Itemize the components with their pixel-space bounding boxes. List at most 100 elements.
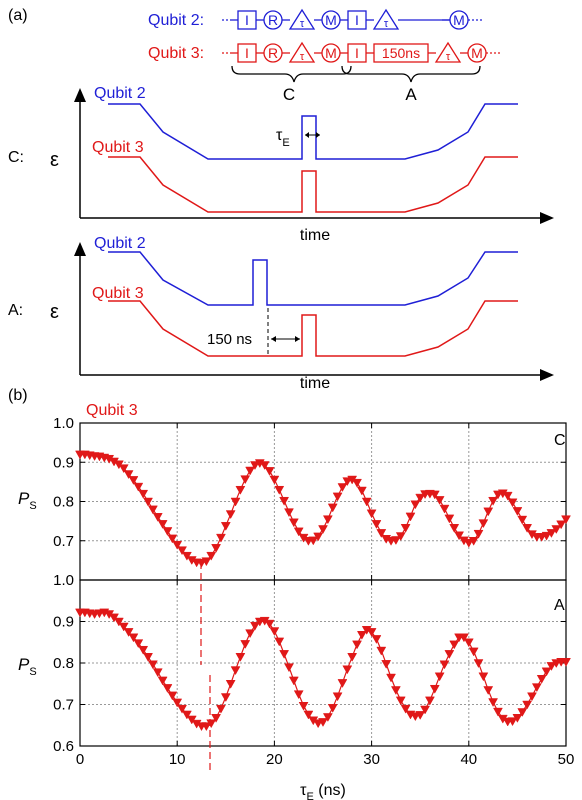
plot-a-point: [352, 640, 362, 650]
plot-a-point: [332, 692, 343, 702]
plot-c: 1.0 0.9 0.8 0.7: [53, 415, 571, 581]
plot-c-point: [449, 524, 460, 533]
plot-a-point: [390, 686, 401, 695]
plot-c-point: [415, 493, 426, 503]
plot-a-point: [220, 693, 231, 703]
plot-a-point: [211, 714, 222, 723]
plot-a-point: [133, 639, 144, 649]
plot-c-point: [162, 527, 173, 536]
seq2-gate-6-label: M: [453, 12, 465, 28]
plot-c-point: [332, 492, 343, 502]
plot-c-point: [371, 520, 382, 529]
plot-c-point: [235, 485, 246, 495]
schematic-c-qubit3-label: Qubit 3: [92, 139, 144, 156]
plot-c-point: [400, 524, 411, 533]
plot-c-point: [240, 475, 251, 485]
plot-a-point: [269, 627, 280, 637]
plot-c-ytick-label: 0.9: [53, 454, 74, 471]
plot-c-point: [147, 505, 158, 515]
plot-a-point: [434, 672, 445, 682]
plot-c-point: [468, 537, 479, 546]
plot-a-point: [366, 628, 377, 637]
plot-c-point: [274, 485, 285, 495]
seq2-gate-4-label: I: [355, 12, 359, 28]
seq2-gate-1-label: R: [268, 12, 278, 28]
plot-c-point: [269, 475, 280, 485]
plot-c-point: [322, 515, 333, 525]
plot-c-point: [444, 514, 455, 524]
brace-c-label: C: [283, 85, 295, 104]
plot-c-point: [181, 551, 192, 561]
plot-a-point: [230, 666, 241, 676]
plot-a-point: [400, 704, 411, 714]
plot-c-ytick-label: 0.7: [53, 533, 74, 550]
schematic-c: time C: ε Qubit 2 Qubit 3 τE: [8, 85, 554, 244]
schematic-a-qubit3-trace: [108, 300, 518, 357]
plot-a-point: [444, 650, 455, 659]
plot-a-ytick-label: 0.6: [53, 738, 74, 755]
plot-a-point: [147, 660, 158, 670]
seq3-gate-2-label: τ: [300, 51, 305, 63]
plot-c-point: [366, 509, 377, 519]
plot-c-point: [541, 531, 552, 541]
plot-a-point: [152, 668, 163, 678]
plot-a-point: [143, 653, 153, 662]
plot-c-point: [502, 491, 513, 501]
plot-c-point: [546, 529, 557, 538]
plot-a-point: [478, 672, 489, 682]
brace-a: [341, 65, 481, 83]
plot-c-point: [395, 532, 406, 542]
plot-c-point: [293, 527, 304, 537]
plot-a-point: [473, 659, 484, 669]
plot-a-point: [386, 673, 396, 683]
plot-a-point: [128, 633, 139, 643]
plot-c-point: [434, 496, 445, 505]
plot-c-point: [551, 525, 562, 534]
plot-a-point: [284, 663, 294, 673]
plot-c-point: [488, 496, 499, 506]
plot-c-point: [473, 529, 484, 539]
seq2-gate-2-shape: [288, 8, 316, 30]
plot-c-point: [133, 482, 144, 492]
plot-c-point: [556, 520, 567, 530]
plot-c-point: [308, 536, 319, 546]
panel-b-qubit-label: Qubit 3: [86, 402, 138, 419]
plot-c-point: [327, 503, 338, 513]
schematic-a-qubit2-trace: [108, 251, 518, 306]
plot-c-point: [405, 512, 416, 522]
seq-qubit3-label: Qubit 3:: [148, 45, 204, 62]
plot-a-xtick-label: 40: [460, 751, 477, 768]
seq3-gate-6-label: τ: [446, 51, 451, 63]
plot-a-point: [293, 690, 304, 700]
plot-c-point: [250, 461, 260, 471]
schematic-c-x-arrow: [540, 212, 554, 224]
plot-a-point: [536, 675, 547, 684]
schematic-c-time-label: time: [300, 227, 330, 244]
plot-a-point: [541, 667, 552, 677]
plot-a-point: [522, 700, 533, 710]
plot-a-point: [468, 647, 479, 657]
plot-c-point: [483, 507, 494, 517]
plot-c-point: [177, 546, 187, 556]
plot-a-point: [177, 704, 187, 714]
plot-a-point: [322, 713, 333, 722]
plot-c-point: [410, 500, 421, 510]
plot-a-point: [429, 684, 440, 694]
seq3-gate-7-label: M: [471, 45, 483, 61]
plot-a-ylabel: PS: [18, 655, 37, 678]
seq3-gate-4-label: I: [355, 45, 359, 61]
plot-a-ytick-label: 1.0: [53, 572, 74, 589]
seq2-gate-5-label: τ: [384, 18, 389, 30]
plot-a-point: [420, 705, 430, 715]
plot-a-point: [381, 660, 392, 669]
plot-a-point: [225, 680, 236, 689]
plot-a-point: [561, 658, 571, 667]
plot-c-point: [356, 486, 367, 496]
plot-c-ytick-label: 1.0: [53, 415, 74, 432]
plot-c-point: [337, 483, 348, 492]
plot-c-point: [225, 510, 236, 520]
seq3-gate-5-label: 150ns: [382, 45, 420, 61]
plot-c-point: [118, 464, 129, 474]
